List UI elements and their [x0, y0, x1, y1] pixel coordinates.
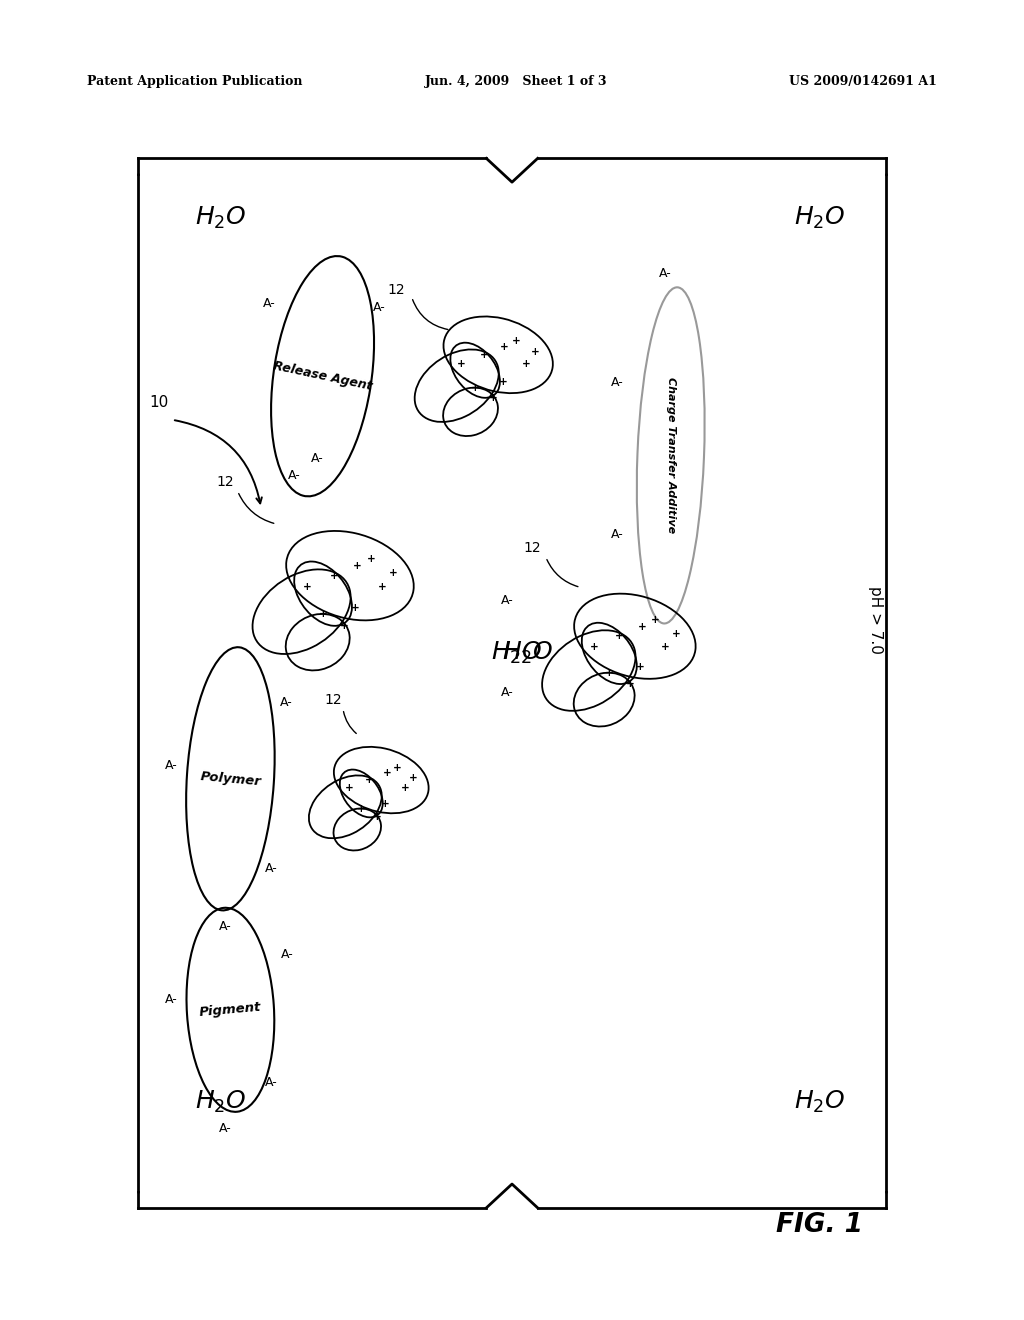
Text: $H_2O$: $H_2O$: [492, 640, 543, 667]
Text: +: +: [302, 582, 311, 591]
Text: +: +: [480, 350, 488, 360]
Text: +: +: [530, 347, 540, 358]
Text: +: +: [651, 615, 659, 626]
Text: $H_2O$: $H_2O$: [794, 205, 845, 231]
Text: +: +: [590, 642, 598, 652]
Text: +: +: [662, 642, 670, 652]
Text: $H_2O$: $H_2O$: [195, 205, 246, 231]
Text: A-: A-: [501, 686, 513, 700]
Text: A-: A-: [281, 696, 293, 709]
Text: +: +: [340, 620, 349, 631]
Text: +: +: [499, 378, 507, 387]
Text: +: +: [345, 783, 353, 793]
Text: A-: A-: [263, 297, 275, 310]
Text: A-: A-: [282, 948, 294, 961]
Text: A-: A-: [373, 301, 385, 314]
Text: +: +: [638, 622, 646, 632]
Text: A-: A-: [219, 920, 231, 933]
Text: 12: 12: [324, 693, 342, 706]
Text: pH > 7.0: pH > 7.0: [868, 586, 883, 655]
Text: A-: A-: [611, 528, 624, 541]
Text: $H_2O$: $H_2O$: [195, 1089, 246, 1115]
Text: +: +: [636, 661, 644, 672]
Text: 12: 12: [216, 475, 234, 488]
Text: +: +: [365, 775, 374, 785]
Text: Charge Transfer Additive: Charge Transfer Additive: [666, 378, 676, 533]
Text: A-: A-: [165, 993, 177, 1006]
Text: +: +: [501, 342, 509, 351]
Text: A-: A-: [165, 759, 177, 772]
Text: +: +: [512, 335, 521, 346]
Text: Patent Application Publication: Patent Application Publication: [87, 75, 302, 88]
Text: Pigment: Pigment: [199, 1001, 262, 1019]
Text: 12: 12: [523, 541, 542, 554]
Text: US 2009/0142691 A1: US 2009/0142691 A1: [790, 75, 937, 88]
Text: +: +: [378, 582, 387, 591]
Text: +: +: [353, 561, 361, 572]
Text: +: +: [318, 610, 328, 619]
Text: +: +: [605, 668, 613, 678]
Text: +: +: [330, 570, 338, 581]
Text: A-: A-: [311, 451, 324, 465]
Text: A-: A-: [219, 1122, 231, 1135]
Text: +: +: [388, 568, 397, 578]
Text: +: +: [672, 628, 680, 639]
Text: A-: A-: [288, 469, 300, 482]
Text: +: +: [457, 359, 466, 370]
Text: +: +: [626, 678, 634, 689]
Text: +: +: [409, 774, 418, 783]
Text: Jun. 4, 2009   Sheet 1 of 3: Jun. 4, 2009 Sheet 1 of 3: [425, 75, 607, 88]
Text: A-: A-: [501, 594, 513, 607]
Text: +: +: [373, 812, 382, 822]
Text: A-: A-: [659, 267, 672, 280]
Text: $H_2O$: $H_2O$: [502, 640, 553, 667]
Text: A-: A-: [265, 1076, 278, 1089]
Text: +: +: [615, 631, 624, 642]
Text: Polymer: Polymer: [200, 770, 261, 788]
Text: +: +: [357, 804, 366, 814]
Text: +: +: [400, 783, 410, 793]
Text: FIG. 1: FIG. 1: [776, 1212, 862, 1238]
Text: +: +: [367, 554, 376, 564]
Text: 10: 10: [150, 395, 168, 411]
Text: +: +: [393, 763, 401, 772]
Text: Release Agent: Release Agent: [271, 359, 374, 393]
Text: +: +: [489, 392, 498, 403]
Text: 12: 12: [387, 284, 406, 297]
Text: +: +: [471, 383, 479, 393]
Text: A-: A-: [611, 376, 624, 389]
Text: $H_2O$: $H_2O$: [794, 1089, 845, 1115]
Text: +: +: [521, 359, 530, 370]
Text: +: +: [351, 602, 359, 612]
Text: +: +: [381, 799, 389, 809]
Text: A-: A-: [265, 862, 278, 875]
Text: +: +: [382, 768, 391, 777]
